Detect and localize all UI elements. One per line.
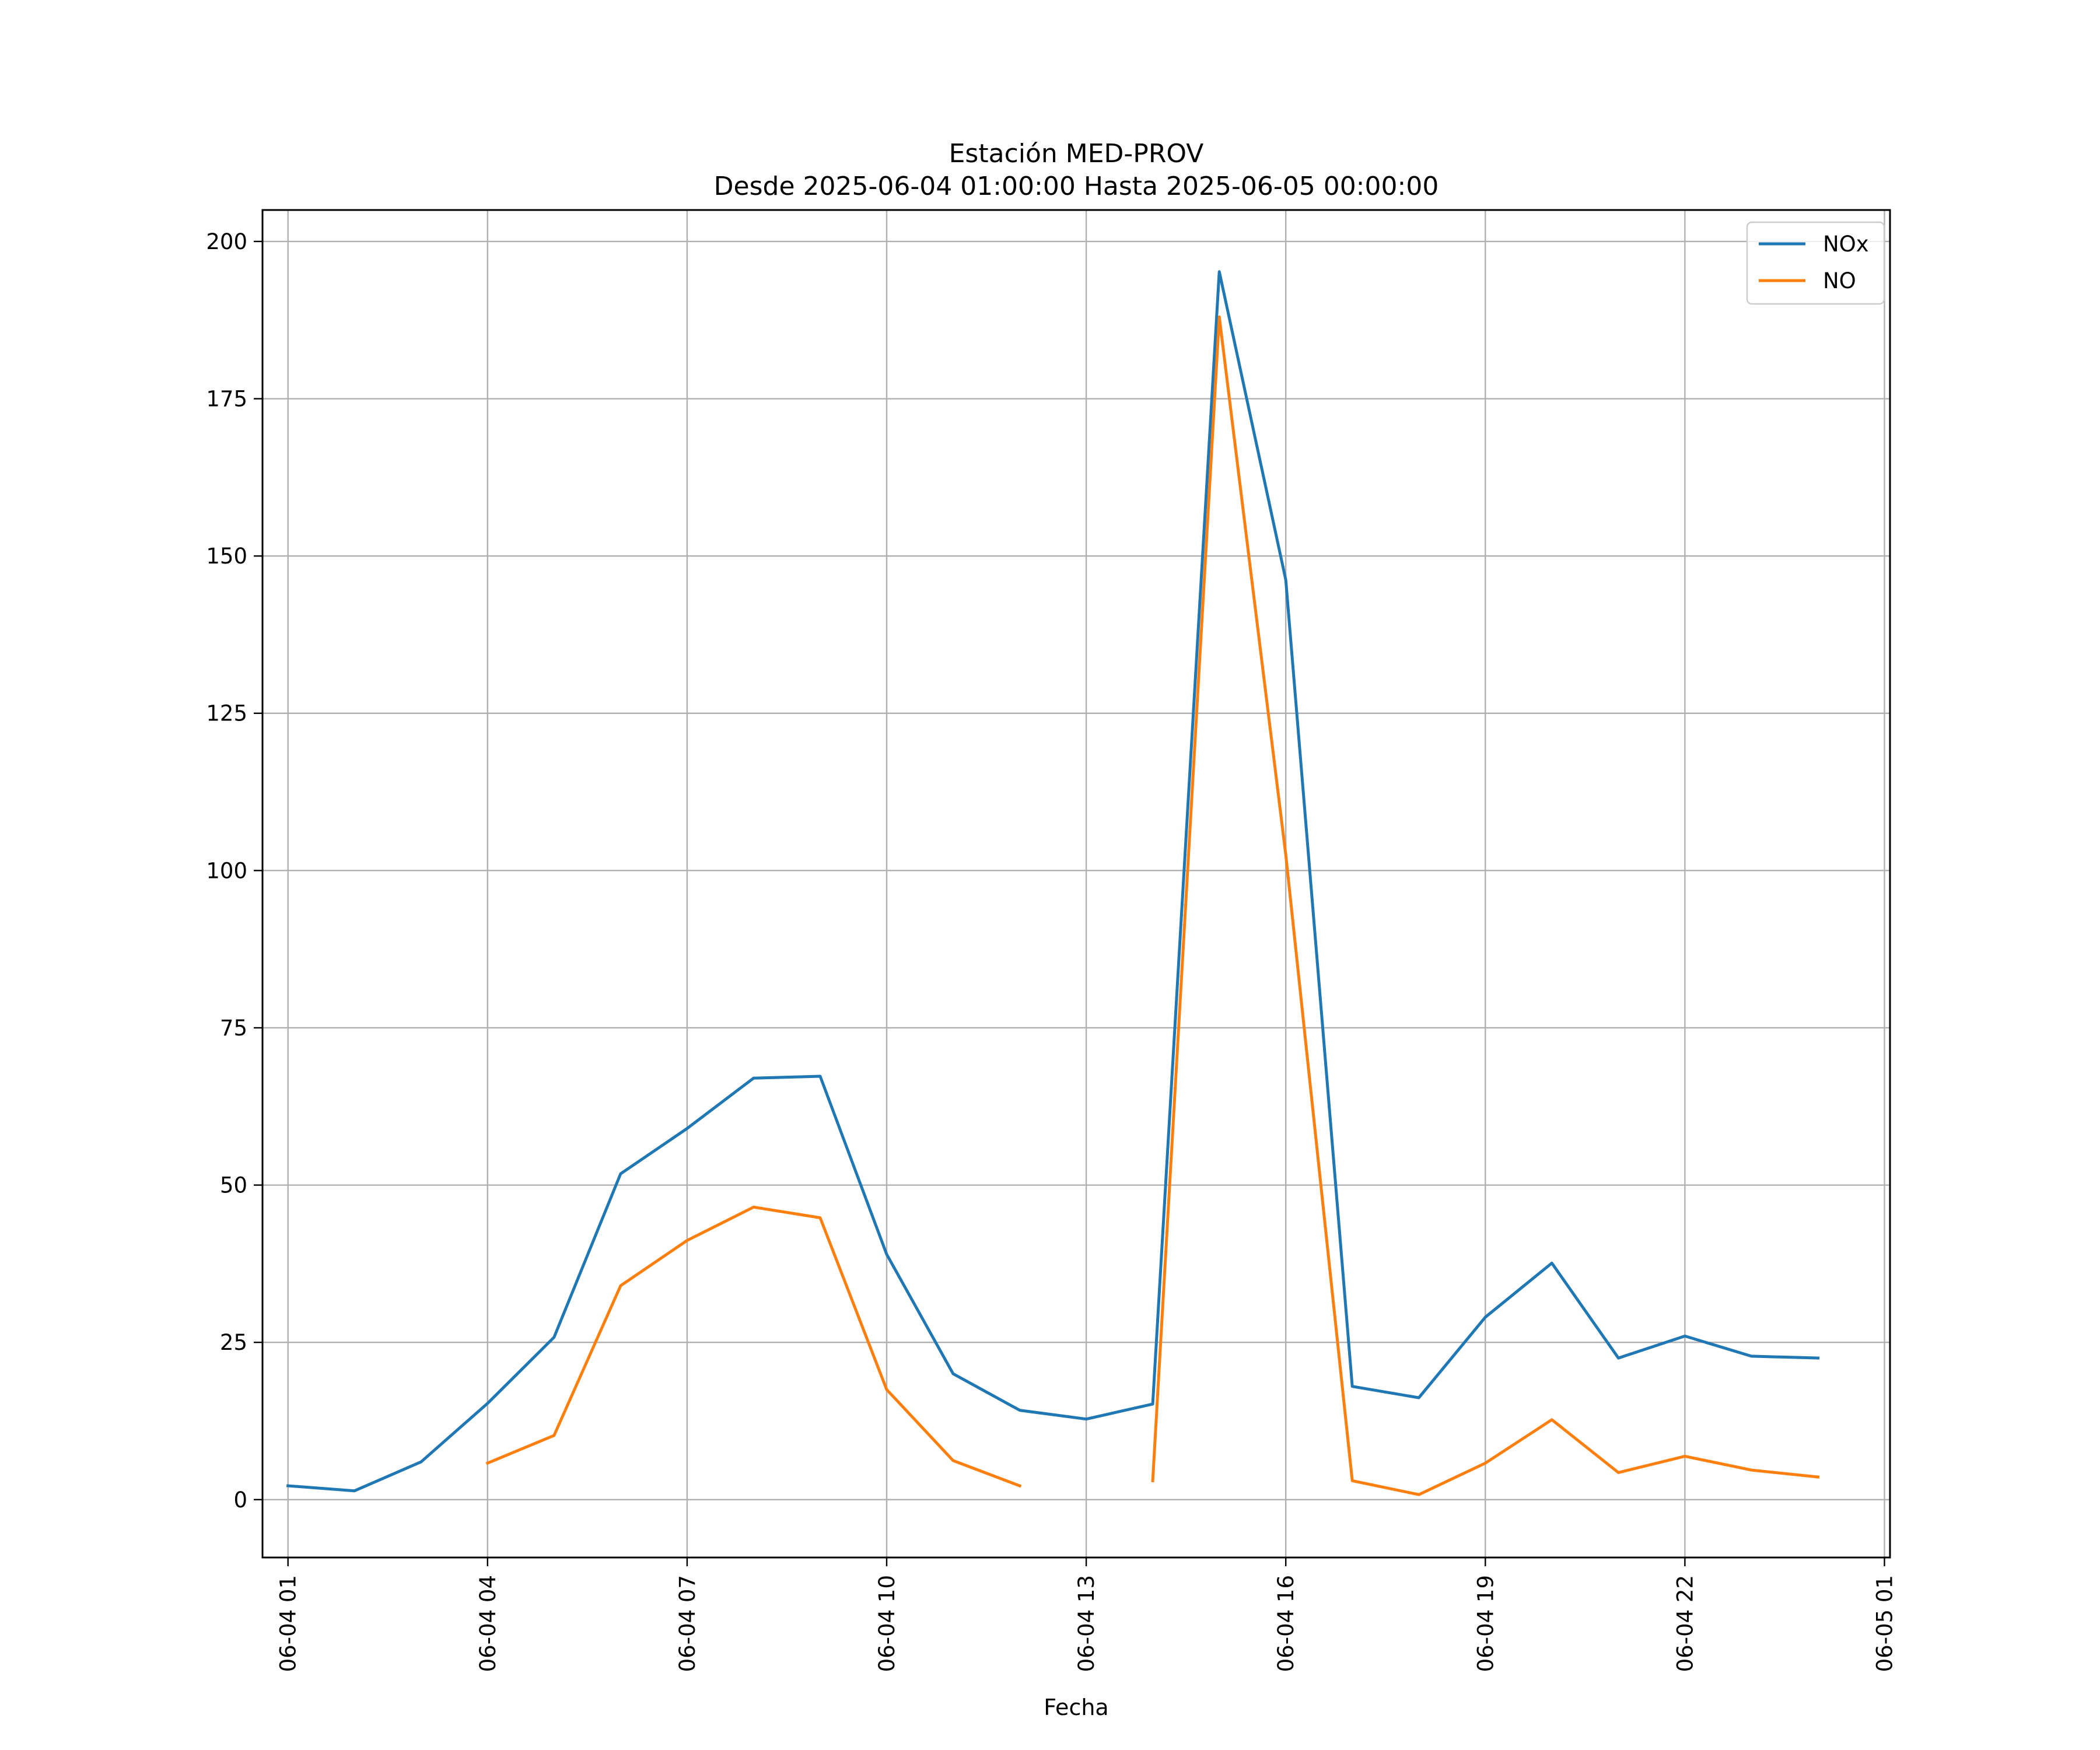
grid-lines — [262, 210, 1890, 1558]
legend: NOx NO — [1746, 221, 1885, 305]
series-line-no — [485, 1205, 1022, 1488]
x-tick-label: 06-04 10 — [874, 1575, 900, 1672]
chart-title-line-2: Desde 2025-06-04 01:00:00 Hasta 2025-06-… — [714, 172, 1439, 201]
y-tick-label: 75 — [220, 1016, 247, 1041]
series-line-nox — [286, 270, 1820, 1493]
x-tick-label: 06-05 01 — [1872, 1575, 1897, 1672]
x-tick-label: 06-04 16 — [1273, 1575, 1298, 1672]
x-tick-label: 06-04 22 — [1672, 1575, 1698, 1672]
x-tick-label: 06-04 07 — [675, 1575, 700, 1672]
y-tick-label: 125 — [206, 701, 247, 726]
y-tick-label: 25 — [220, 1330, 247, 1355]
x-tick-label: 06-04 13 — [1074, 1575, 1099, 1672]
series-line-no — [1151, 315, 1820, 1496]
y-tick-label: 175 — [206, 387, 247, 412]
series-lines — [286, 270, 1820, 1496]
x-axis-label: Fecha — [1044, 1695, 1108, 1720]
legend-label-nox: NOx — [1823, 232, 1869, 257]
plot-frame — [261, 209, 1891, 1559]
chart-title-line-1: Estación MED-PROV — [949, 139, 1204, 169]
x-tick-label: 06-04 01 — [276, 1575, 301, 1672]
x-tick-label: 06-04 19 — [1473, 1575, 1498, 1672]
y-tick-label: 100 — [206, 858, 247, 883]
axis-ticks: 06-04 01 06-04 04 06-04 07 06-04 10 06-04 13… — [206, 229, 1897, 1672]
x-tick-label: 06-04 04 — [475, 1575, 501, 1672]
y-tick-label: 50 — [220, 1173, 247, 1198]
y-tick-label: 0 — [233, 1488, 247, 1513]
y-tick-label: 150 — [206, 544, 247, 569]
y-tick-label: 200 — [206, 229, 247, 254]
legend-label-no: NO — [1823, 268, 1856, 293]
